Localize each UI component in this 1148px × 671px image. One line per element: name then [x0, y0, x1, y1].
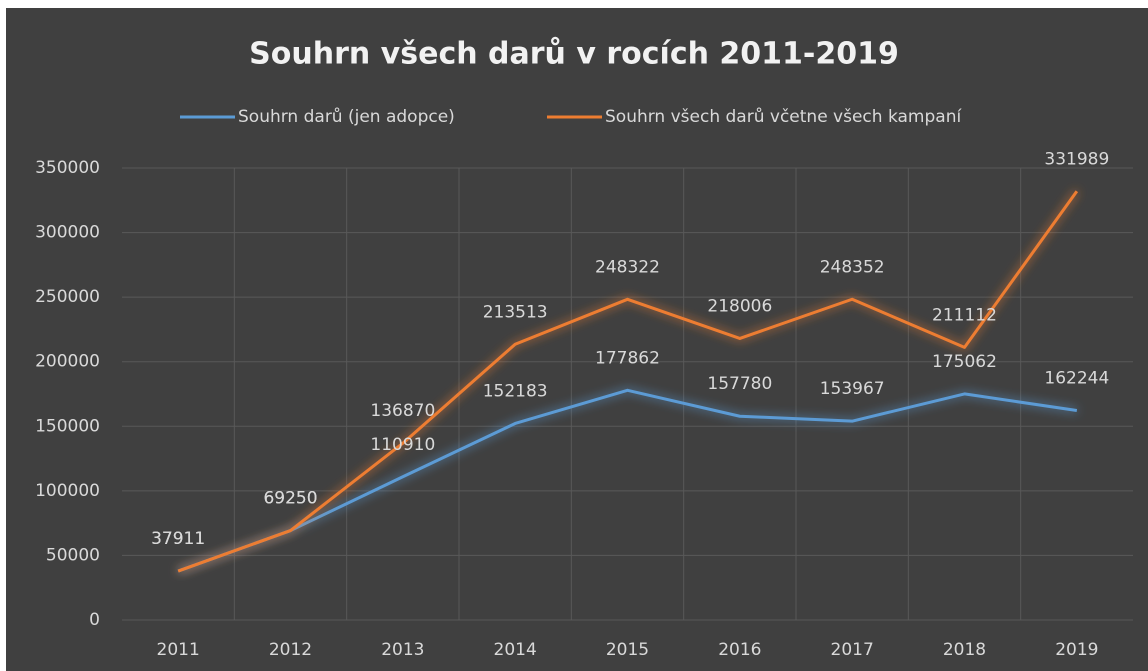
- x-tick-label: 2016: [718, 640, 761, 660]
- y-tick-label: 50000: [46, 545, 100, 565]
- x-tick-label: 2015: [606, 640, 649, 660]
- legend-label: Souhrn darů (jen adopce): [238, 107, 455, 127]
- data-label: 157780: [707, 374, 772, 394]
- data-label: 162244: [1044, 368, 1109, 388]
- x-tick-label: 2017: [831, 640, 874, 660]
- x-tick-label: 2013: [381, 640, 424, 660]
- series-line: [177, 190, 1079, 573]
- legend-label: Souhrn všech darů včetne všech kampaní: [605, 107, 962, 127]
- y-tick-label: 300000: [35, 223, 100, 243]
- series-line: [177, 388, 1078, 573]
- data-label: 175062: [932, 352, 997, 372]
- y-tick-label: 200000: [35, 352, 100, 372]
- y-tick-label: 250000: [35, 287, 100, 307]
- data-label: 218006: [707, 296, 772, 316]
- data-label: 69250: [263, 489, 317, 509]
- data-label: 177862: [595, 348, 660, 368]
- y-tick-label: 350000: [35, 158, 100, 178]
- x-tick-label: 2014: [494, 640, 537, 660]
- y-tick-label: 0: [89, 610, 100, 630]
- x-tick-label: 2012: [269, 640, 312, 660]
- data-label: 152183: [483, 381, 548, 401]
- chart-background: [6, 8, 1148, 671]
- data-label: 110910: [370, 435, 435, 455]
- data-label: 248322: [595, 257, 660, 277]
- chart-title: Souhrn všech darů v rocích 2011-2019: [249, 36, 899, 72]
- data-label: 69250: [263, 489, 317, 509]
- data-label: 248352: [820, 257, 885, 277]
- y-tick-label: 150000: [35, 416, 100, 436]
- data-label: 153967: [820, 379, 885, 399]
- data-label: 136870: [370, 401, 435, 421]
- data-label: 213513: [483, 302, 548, 322]
- data-label: 211112: [932, 305, 997, 325]
- data-label: 331989: [1044, 149, 1109, 169]
- x-tick-label: 2019: [1055, 640, 1098, 660]
- y-tick-label: 100000: [35, 481, 100, 501]
- x-tick-label: 2011: [157, 640, 200, 660]
- x-tick-label: 2018: [943, 640, 986, 660]
- data-label: 37911: [151, 529, 205, 549]
- data-label: 37911: [151, 529, 205, 549]
